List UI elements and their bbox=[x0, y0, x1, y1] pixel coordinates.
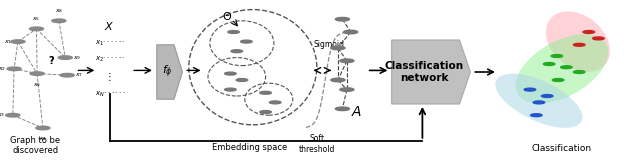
Circle shape bbox=[543, 63, 555, 65]
Text: $x_N\!\cdot\!\cdot\!\cdot\!\cdot\!\cdot\!\cdot$: $x_N\!\cdot\!\cdot\!\cdot\!\cdot\!\cdot\… bbox=[95, 90, 125, 99]
Circle shape bbox=[11, 40, 25, 43]
Text: $\Theta$: $\Theta$ bbox=[222, 10, 232, 22]
Circle shape bbox=[236, 79, 248, 81]
Ellipse shape bbox=[546, 11, 610, 72]
Text: Classification: Classification bbox=[532, 144, 592, 153]
Text: $x_8$: $x_8$ bbox=[55, 7, 63, 15]
Text: Classification
network: Classification network bbox=[385, 61, 464, 83]
Circle shape bbox=[231, 50, 243, 53]
Circle shape bbox=[260, 91, 271, 94]
Text: Graph to be
discovered: Graph to be discovered bbox=[10, 136, 60, 155]
Circle shape bbox=[225, 72, 236, 75]
Text: $x_1$: $x_1$ bbox=[4, 38, 12, 46]
Circle shape bbox=[551, 55, 563, 57]
Circle shape bbox=[593, 37, 604, 40]
Circle shape bbox=[340, 88, 354, 91]
Polygon shape bbox=[392, 40, 470, 104]
Text: $f_\phi$: $f_\phi$ bbox=[163, 64, 173, 80]
Circle shape bbox=[52, 19, 66, 23]
Circle shape bbox=[573, 43, 585, 46]
Text: Soft
threshold: Soft threshold bbox=[299, 134, 335, 154]
Circle shape bbox=[335, 107, 349, 111]
Text: $\boldsymbol{\mathit{A}}$: $\boldsymbol{\mathit{A}}$ bbox=[351, 105, 363, 119]
Circle shape bbox=[552, 79, 564, 81]
Circle shape bbox=[335, 17, 349, 21]
Text: $X$: $X$ bbox=[104, 20, 114, 32]
Circle shape bbox=[58, 56, 72, 59]
Circle shape bbox=[30, 72, 44, 75]
Circle shape bbox=[7, 67, 21, 71]
Circle shape bbox=[331, 46, 345, 50]
Text: $x_2\!\cdot\!\cdot\!\cdot\!\cdot\!\cdot\!\cdot$: $x_2\!\cdot\!\cdot\!\cdot\!\cdot\!\cdot\… bbox=[95, 55, 125, 64]
Circle shape bbox=[533, 101, 545, 104]
Circle shape bbox=[36, 126, 50, 130]
Circle shape bbox=[269, 101, 281, 104]
Text: $x_3$: $x_3$ bbox=[0, 111, 5, 119]
Circle shape bbox=[583, 31, 595, 33]
Text: ?: ? bbox=[49, 56, 54, 66]
Polygon shape bbox=[157, 45, 182, 99]
Circle shape bbox=[340, 59, 354, 63]
Text: $x_9$: $x_9$ bbox=[73, 54, 81, 62]
Ellipse shape bbox=[495, 74, 582, 128]
Text: $x_5$: $x_5$ bbox=[33, 15, 40, 23]
Circle shape bbox=[260, 111, 271, 113]
Ellipse shape bbox=[516, 34, 608, 104]
Circle shape bbox=[6, 113, 20, 117]
Circle shape bbox=[573, 71, 585, 73]
Circle shape bbox=[29, 27, 44, 31]
Text: Embedding space: Embedding space bbox=[212, 143, 287, 152]
Text: $x_1\!\cdot\!\cdot\!\cdot\!\cdot\!\cdot\!\cdot$: $x_1\!\cdot\!\cdot\!\cdot\!\cdot\!\cdot\… bbox=[95, 39, 125, 48]
Text: $\vdots$: $\vdots$ bbox=[104, 70, 111, 83]
Circle shape bbox=[241, 40, 252, 43]
Text: Sigmoid: Sigmoid bbox=[314, 40, 344, 49]
Text: $x_7$: $x_7$ bbox=[75, 71, 83, 79]
Circle shape bbox=[561, 66, 572, 69]
Circle shape bbox=[331, 78, 345, 82]
Circle shape bbox=[541, 95, 553, 97]
Circle shape bbox=[228, 31, 239, 33]
Circle shape bbox=[225, 88, 236, 91]
Text: $x_2$: $x_2$ bbox=[0, 65, 6, 73]
Circle shape bbox=[531, 114, 542, 117]
Circle shape bbox=[60, 73, 74, 77]
Text: $x_4$: $x_4$ bbox=[38, 135, 47, 143]
Text: $x_6$: $x_6$ bbox=[33, 81, 41, 89]
Circle shape bbox=[344, 30, 358, 34]
Circle shape bbox=[524, 88, 536, 91]
